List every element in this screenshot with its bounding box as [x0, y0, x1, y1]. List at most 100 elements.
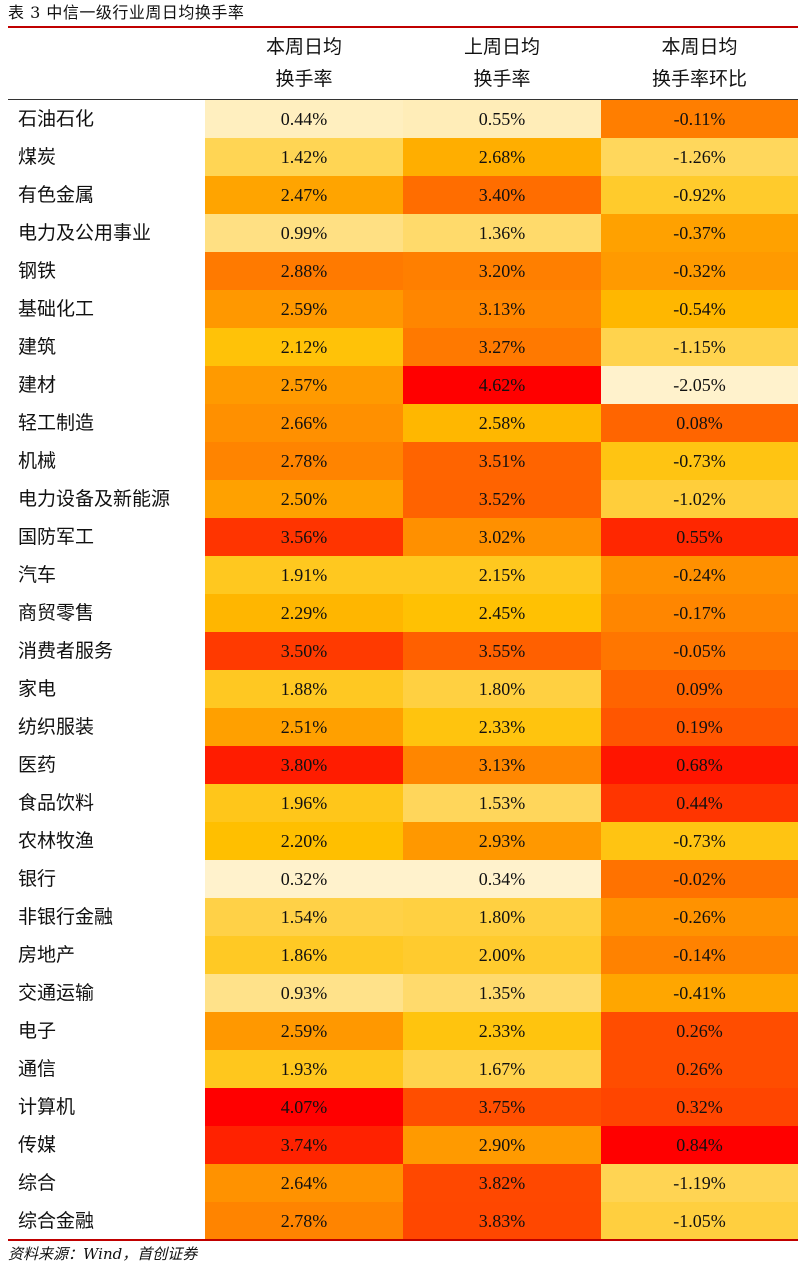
header-last-week-line2: 换手率	[473, 68, 531, 90]
cell-last-week: 2.93%	[403, 822, 601, 860]
cell-change: -1.15%	[601, 328, 798, 366]
industry-name: 基础化工	[18, 298, 95, 320]
industry-name: 建筑	[18, 336, 57, 358]
cell-last-week: 3.27%	[403, 328, 601, 366]
table-row: 电力及公用事业 0.99% 1.36% -0.37%	[8, 214, 798, 252]
cell-last-week: 3.02%	[403, 518, 601, 556]
industry-name: 有色金属	[18, 184, 95, 206]
cell-change: -1.02%	[601, 480, 798, 518]
cell-change: 0.84%	[601, 1126, 798, 1164]
cell-this-week: 2.12%	[205, 328, 403, 366]
cell-last-week: 1.53%	[403, 784, 601, 822]
table-row: 农林牧渔 2.20% 2.93% -0.73%	[8, 822, 798, 860]
cell-change: 0.26%	[601, 1012, 798, 1050]
cell-this-week: 0.32%	[205, 860, 403, 898]
table-row: 建材 2.57% 4.62% -2.05%	[8, 366, 798, 404]
cell-change: -0.92%	[601, 176, 798, 214]
table-row: 纺织服装 2.51% 2.33% 0.19%	[8, 708, 798, 746]
cell-last-week: 2.00%	[403, 936, 601, 974]
cell-change: -0.14%	[601, 936, 798, 974]
cell-this-week: 0.93%	[205, 974, 403, 1012]
cell-change: -0.32%	[601, 252, 798, 290]
cell-change: -0.02%	[601, 860, 798, 898]
table-row: 医药 3.80% 3.13% 0.68%	[8, 746, 798, 784]
cell-this-week: 1.96%	[205, 784, 403, 822]
header-last-week: 上周日均 换手率	[403, 30, 601, 96]
table-row: 计算机 4.07% 3.75% 0.32%	[8, 1088, 798, 1126]
header-change: 本周日均 换手率环比	[601, 30, 798, 96]
source-note: 资料来源：Wind，首创证券	[8, 1245, 198, 1263]
cell-this-week: 2.51%	[205, 708, 403, 746]
cell-last-week: 1.67%	[403, 1050, 601, 1088]
table-row: 基础化工 2.59% 3.13% -0.54%	[8, 290, 798, 328]
cell-this-week: 3.74%	[205, 1126, 403, 1164]
table-body: 石油石化 0.44% 0.55% -0.11% 煤炭 1.42% 2.68% -1.26% 有色…	[8, 100, 798, 1240]
table-row: 电力设备及新能源 2.50% 3.52% -1.02%	[8, 480, 798, 518]
cell-last-week: 3.52%	[403, 480, 601, 518]
cell-this-week: 2.59%	[205, 290, 403, 328]
table-row: 交通运输 0.93% 1.35% -0.41%	[8, 974, 798, 1012]
cell-this-week: 2.50%	[205, 480, 403, 518]
table-row: 通信 1.93% 1.67% 0.26%	[8, 1050, 798, 1088]
cell-this-week: 2.88%	[205, 252, 403, 290]
cell-this-week: 2.29%	[205, 594, 403, 632]
industry-name: 综合金融	[18, 1210, 95, 1232]
industry-name: 综合	[18, 1172, 57, 1194]
cell-change: 0.09%	[601, 670, 798, 708]
industry-name: 房地产	[18, 944, 76, 966]
industry-name: 医药	[18, 754, 57, 776]
industry-name: 电力及公用事业	[18, 222, 152, 244]
cell-change: 0.08%	[601, 404, 798, 442]
cell-change: 0.32%	[601, 1088, 798, 1126]
industry-name: 石油石化	[18, 108, 95, 130]
cell-change: -0.26%	[601, 898, 798, 936]
cell-this-week: 3.50%	[205, 632, 403, 670]
industry-name: 通信	[18, 1058, 57, 1080]
cell-this-week: 2.59%	[205, 1012, 403, 1050]
cell-last-week: 0.55%	[403, 100, 601, 138]
cell-this-week: 0.99%	[205, 214, 403, 252]
cell-change: -0.37%	[601, 214, 798, 252]
table-caption: 表 3 中信一级行业周日均换手率	[8, 3, 245, 22]
cell-last-week: 3.51%	[403, 442, 601, 480]
header-this-week-line1: 本周日均	[265, 36, 342, 58]
cell-last-week: 1.80%	[403, 670, 601, 708]
cell-change: -0.54%	[601, 290, 798, 328]
cell-this-week: 2.78%	[205, 442, 403, 480]
header-rule	[8, 99, 798, 100]
cell-change: -2.05%	[601, 366, 798, 404]
cell-last-week: 2.33%	[403, 708, 601, 746]
cell-last-week: 1.80%	[403, 898, 601, 936]
cell-change: -1.26%	[601, 138, 798, 176]
industry-name: 电力设备及新能源	[18, 488, 171, 510]
cell-this-week: 2.57%	[205, 366, 403, 404]
cell-last-week: 3.55%	[403, 632, 601, 670]
industry-name: 机械	[18, 450, 57, 472]
table-row: 商贸零售 2.29% 2.45% -0.17%	[8, 594, 798, 632]
table-row: 有色金属 2.47% 3.40% -0.92%	[8, 176, 798, 214]
industry-name: 非银行金融	[18, 906, 114, 928]
cell-change: -1.05%	[601, 1202, 798, 1240]
table-row: 消费者服务 3.50% 3.55% -0.05%	[8, 632, 798, 670]
industry-name: 消费者服务	[18, 640, 114, 662]
table-row: 银行 0.32% 0.34% -0.02%	[8, 860, 798, 898]
cell-this-week: 2.20%	[205, 822, 403, 860]
header-last-week-line1: 上周日均	[463, 36, 540, 58]
cell-change: 0.19%	[601, 708, 798, 746]
table-row: 煤炭 1.42% 2.68% -1.26%	[8, 138, 798, 176]
cell-last-week: 3.20%	[403, 252, 601, 290]
cell-change: 0.68%	[601, 746, 798, 784]
cell-last-week: 2.15%	[403, 556, 601, 594]
table-row: 综合 2.64% 3.82% -1.19%	[8, 1164, 798, 1202]
cell-change: 0.26%	[601, 1050, 798, 1088]
industry-name: 农林牧渔	[18, 830, 95, 852]
industry-name: 国防军工	[18, 526, 95, 548]
industry-name: 商贸零售	[18, 602, 95, 624]
cell-this-week: 1.42%	[205, 138, 403, 176]
cell-last-week: 2.90%	[403, 1126, 601, 1164]
cell-last-week: 3.40%	[403, 176, 601, 214]
industry-name: 钢铁	[18, 260, 57, 282]
industry-name: 银行	[18, 868, 57, 890]
cell-last-week: 2.58%	[403, 404, 601, 442]
cell-last-week: 3.75%	[403, 1088, 601, 1126]
